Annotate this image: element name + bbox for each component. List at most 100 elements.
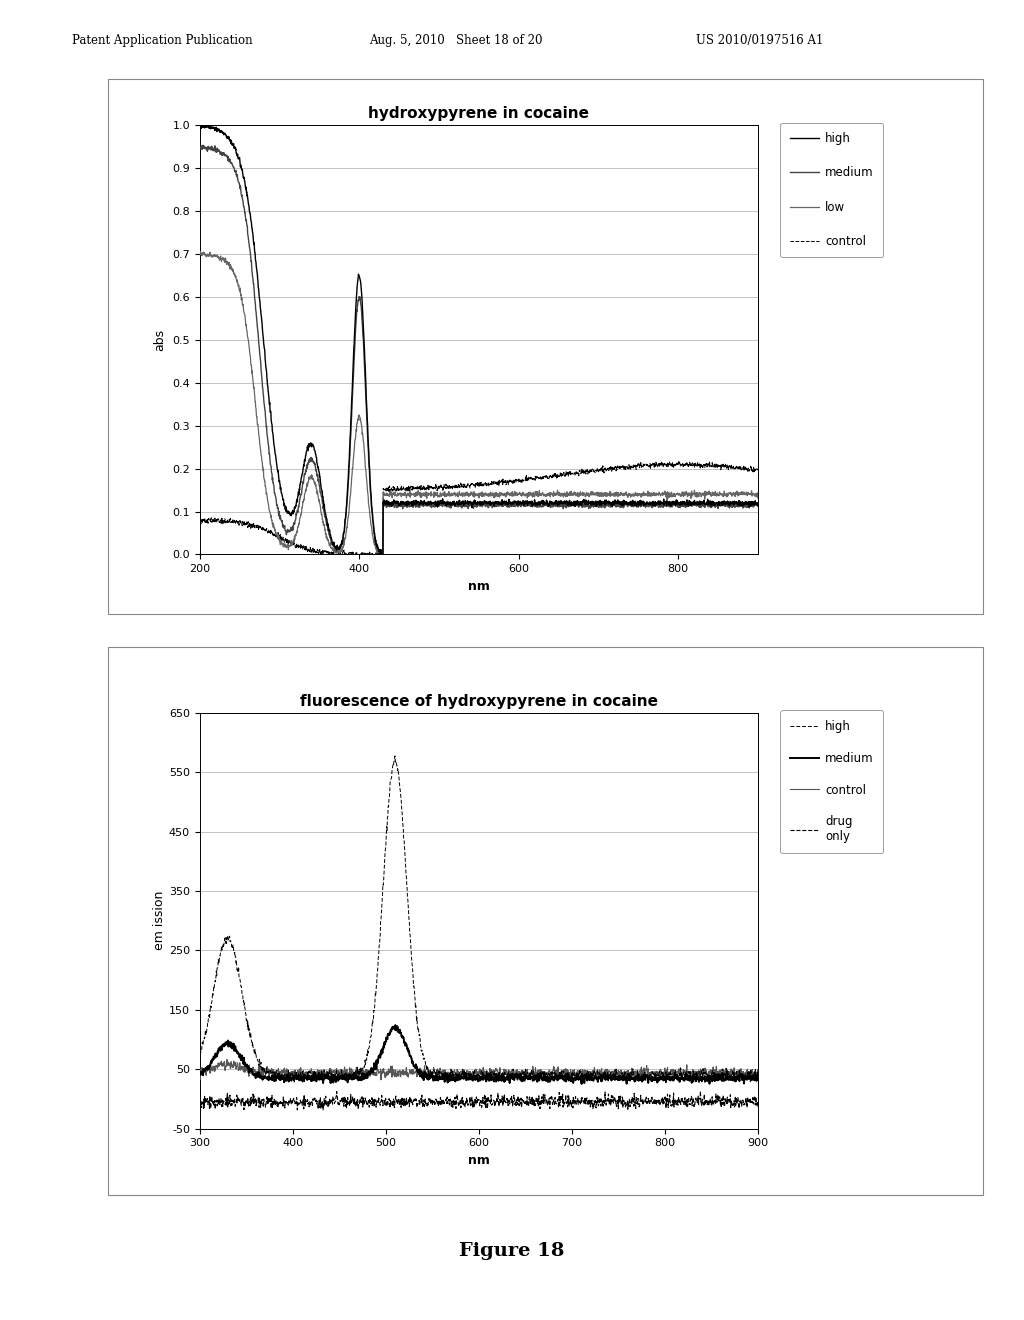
high xyxy=(768,492,780,508)
medium xyxy=(375,546,387,562)
Line: high: high xyxy=(200,756,767,1082)
drug
only xyxy=(761,1094,773,1110)
drug
only xyxy=(516,1093,528,1109)
medium xyxy=(194,140,206,156)
control xyxy=(221,1052,233,1068)
low xyxy=(752,490,764,506)
medium xyxy=(260,1071,272,1086)
medium xyxy=(389,1018,401,1034)
drug
only xyxy=(194,1090,206,1106)
high xyxy=(202,116,214,132)
Title: fluorescence of hydroxypyrene in cocaine: fluorescence of hydroxypyrene in cocaine xyxy=(300,694,657,709)
control xyxy=(375,1072,387,1088)
medium xyxy=(457,1069,469,1085)
control xyxy=(261,1059,273,1074)
high xyxy=(646,495,658,511)
high xyxy=(260,1065,272,1081)
low xyxy=(473,487,485,503)
medium xyxy=(238,1052,250,1068)
high xyxy=(517,1067,529,1082)
Title: hydroxypyrene in cocaine: hydroxypyrene in cocaine xyxy=(369,107,589,121)
low xyxy=(223,255,236,271)
Y-axis label: em ission: em ission xyxy=(153,891,166,950)
medium xyxy=(446,1069,459,1085)
medium xyxy=(197,137,209,153)
drug
only xyxy=(694,1084,707,1100)
control xyxy=(457,1068,469,1084)
drug
only xyxy=(260,1089,272,1105)
high xyxy=(223,129,236,145)
Line: high: high xyxy=(200,124,774,556)
control xyxy=(646,457,658,473)
high xyxy=(761,1068,773,1084)
high xyxy=(194,117,206,133)
Text: Aug. 5, 2010   Sheet 18 of 20: Aug. 5, 2010 Sheet 18 of 20 xyxy=(369,34,542,48)
medium xyxy=(194,1067,206,1082)
high xyxy=(288,1074,300,1090)
Text: Patent Application Publication: Patent Application Publication xyxy=(72,34,252,48)
control xyxy=(223,515,236,531)
medium xyxy=(458,496,470,512)
high xyxy=(194,1045,206,1061)
medium xyxy=(752,498,764,513)
low xyxy=(194,246,206,261)
low xyxy=(768,488,780,504)
control xyxy=(752,461,764,477)
low xyxy=(458,486,470,502)
medium xyxy=(575,1076,588,1092)
medium xyxy=(223,150,236,166)
high xyxy=(752,496,764,512)
Line: drug
only: drug only xyxy=(200,1092,767,1110)
control xyxy=(194,1060,206,1076)
Line: low: low xyxy=(200,252,774,558)
low xyxy=(752,486,764,502)
Y-axis label: abs: abs xyxy=(154,329,167,351)
control xyxy=(194,512,206,528)
high xyxy=(435,1064,447,1080)
control xyxy=(768,463,780,479)
Legend: high, medium, low, control: high, medium, low, control xyxy=(780,123,884,257)
high xyxy=(238,993,250,1008)
medium xyxy=(752,496,764,512)
medium xyxy=(434,1071,446,1086)
X-axis label: nm: nm xyxy=(468,579,489,593)
control xyxy=(435,1064,447,1080)
control xyxy=(673,454,685,470)
Line: medium: medium xyxy=(200,145,774,554)
high xyxy=(446,1068,459,1084)
Legend: high, medium, control, drug
only: high, medium, control, drug only xyxy=(780,710,884,853)
control xyxy=(458,477,470,492)
control xyxy=(473,477,485,492)
low xyxy=(195,244,207,260)
Line: control: control xyxy=(200,462,774,558)
Line: control: control xyxy=(200,1060,767,1080)
control xyxy=(351,550,364,566)
medium xyxy=(517,1072,529,1088)
high xyxy=(457,1065,469,1081)
control xyxy=(517,1065,529,1081)
control xyxy=(761,1064,773,1080)
drug
only xyxy=(457,1089,469,1105)
medium xyxy=(646,496,658,512)
Text: Figure 18: Figure 18 xyxy=(460,1242,564,1261)
high xyxy=(389,748,401,764)
control xyxy=(446,1069,459,1085)
control xyxy=(752,462,764,478)
medium xyxy=(761,1071,773,1086)
medium xyxy=(768,499,780,515)
medium xyxy=(473,498,485,513)
high xyxy=(473,496,485,512)
control xyxy=(238,1064,250,1080)
high xyxy=(376,548,388,564)
drug
only xyxy=(434,1089,446,1105)
X-axis label: nm: nm xyxy=(468,1154,489,1167)
high xyxy=(752,498,764,513)
low xyxy=(376,550,388,566)
drug
only xyxy=(446,1093,459,1109)
drug
only xyxy=(238,1094,250,1110)
high xyxy=(458,496,470,512)
low xyxy=(646,486,658,502)
Text: US 2010/0197516 A1: US 2010/0197516 A1 xyxy=(696,34,823,48)
Line: medium: medium xyxy=(200,1026,767,1084)
drug
only xyxy=(756,1102,768,1118)
